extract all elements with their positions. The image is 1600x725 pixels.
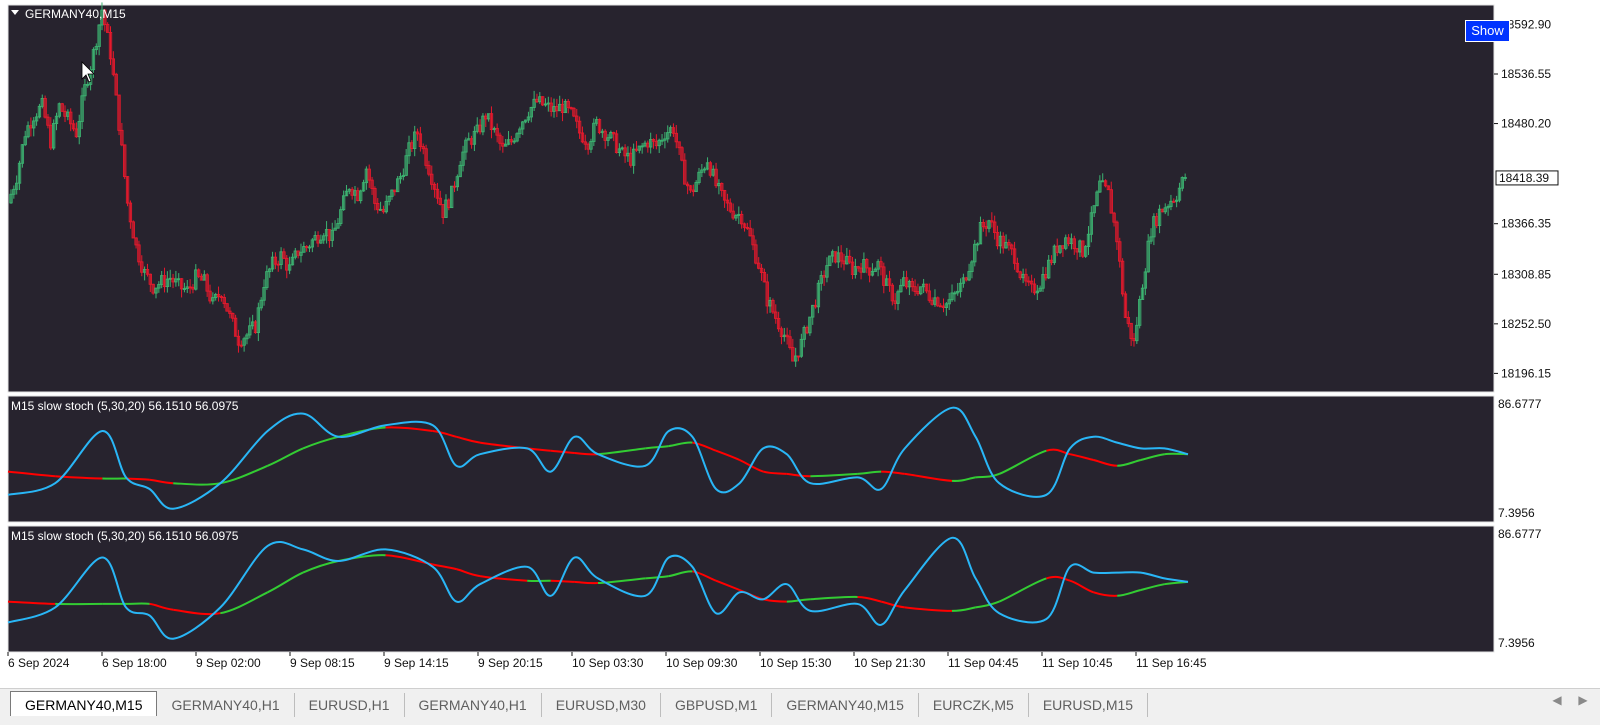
chart-tab[interactable]: GERMANY40,H1 — [157, 693, 294, 717]
chart-tab[interactable]: EURUSD,H1 — [295, 693, 405, 717]
time-axis-label: 9 Sep 20:15 — [478, 656, 543, 670]
price-axis-label: 18308.85 — [1501, 267, 1551, 281]
price-axis-label: 18480.20 — [1501, 117, 1551, 131]
chart-tab[interactable]: GERMANY40,H1 — [405, 693, 542, 717]
show-button[interactable]: Show — [1465, 20, 1510, 42]
indicator-axis-label: 86.6777 — [1498, 527, 1542, 541]
stoch-signal-line — [551, 581, 575, 582]
current-price-label: 18418.39 — [1499, 171, 1549, 185]
chart-pane — [8, 526, 1494, 652]
time-axis-label: 11 Sep 16:45 — [1136, 656, 1207, 670]
chevron-left-icon[interactable]: ◀ — [1549, 693, 1565, 707]
time-axis-label: 9 Sep 14:15 — [384, 656, 449, 670]
price-axis-label: 18252.50 — [1501, 317, 1551, 331]
time-axis-label: 6 Sep 18:00 — [102, 656, 167, 670]
time-axis-label: 11 Sep 04:45 — [948, 656, 1019, 670]
chart-tab[interactable]: EURUSD,M30 — [542, 693, 661, 717]
time-axis-label: 10 Sep 15:30 — [760, 656, 832, 670]
time-axis-label: 10 Sep 09:30 — [666, 656, 738, 670]
chevron-right-icon[interactable]: ▶ — [1575, 693, 1591, 707]
time-axis-label: 9 Sep 08:15 — [290, 656, 355, 670]
chart-canvas: 18592.9018536.5518480.2018366.3518308.85… — [0, 0, 1600, 688]
indicator-title: M15 slow stoch (5,30,20) 56.1510 56.0975 — [11, 529, 239, 543]
time-axis-label: 9 Sep 02:00 — [196, 656, 261, 670]
chart-pane — [8, 5, 1494, 392]
chart-title: GERMANY40,M15 — [25, 7, 126, 21]
time-axis-label: 6 Sep 2024 — [8, 656, 70, 670]
stoch-signal-line — [126, 479, 150, 480]
chart-tab[interactable]: GERMANY40,M15 — [772, 693, 918, 717]
price-axis-label: 18196.15 — [1501, 366, 1551, 380]
price-axis-label: 18536.55 — [1501, 67, 1551, 81]
time-axis-label: 10 Sep 21:30 — [854, 656, 926, 670]
chart-pane — [8, 396, 1494, 522]
chart-tab[interactable]: EURUSD,M15 — [1029, 693, 1148, 717]
time-axis-label: 11 Sep 10:45 — [1042, 656, 1113, 670]
time-axis-label: 10 Sep 03:30 — [572, 656, 644, 670]
chart-tab[interactable]: EURCZK,M5 — [919, 693, 1029, 717]
indicator-axis-label: 7.3956 — [1498, 636, 1535, 650]
chart-tab[interactable]: GERMANY40,M15 — [10, 691, 157, 716]
price-axis-label: 18366.35 — [1501, 217, 1551, 231]
indicator-axis-label: 7.3956 — [1498, 506, 1535, 520]
indicator-axis-label: 86.6777 — [1498, 397, 1542, 411]
indicator-title: M15 slow stoch (5,30,20) 56.1510 56.0975 — [11, 399, 239, 413]
chart-tab[interactable]: GBPUSD,M1 — [661, 693, 772, 717]
